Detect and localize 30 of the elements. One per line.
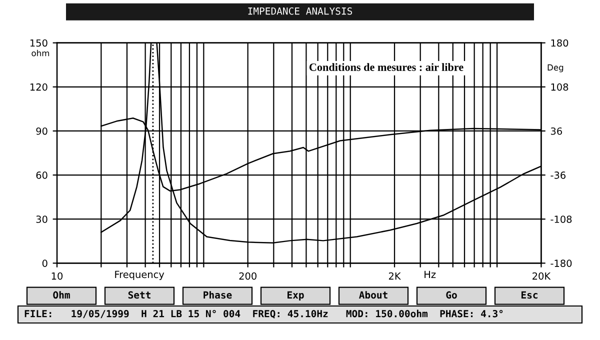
y-tick-label: 60 (36, 172, 48, 179)
x-tick-label: 20K (532, 272, 551, 280)
y2-tick-label: 108 (551, 83, 568, 91)
text: FILE: 19/05/1999 H 21 LB 15 N° 004 FREQ: 45.10Hz MOD: 150.00ohm PHASE: 4.3° (24, 310, 503, 319)
y2-tick-label: 180 (551, 39, 568, 47)
y2-tick-label: 36 (550, 127, 562, 135)
x-tick-label: 200 (239, 272, 256, 280)
y2-tick-label: -108 (550, 216, 572, 223)
x-tick-label: 2K (388, 272, 402, 280)
annotation: Conditions de mesures : air libre (309, 63, 464, 72)
y-axis-title: ohm (32, 50, 50, 56)
text: Exp (288, 291, 304, 301)
text: Hz (424, 270, 436, 278)
chart-title: IMPEDANCE ANALYSIS (248, 7, 352, 15)
text: Esc (522, 291, 538, 299)
y2-tick-label: -36 (550, 172, 566, 179)
y-tick-label: 0 (42, 260, 48, 267)
y-tick-label: 150 (30, 39, 48, 47)
y2-tick-label: -180 (550, 260, 572, 267)
text: Sett (128, 291, 150, 299)
text: Go (446, 291, 457, 299)
y2-axis-title: Deg (548, 64, 564, 72)
text: About (359, 291, 388, 299)
y-tick-label: 30 (36, 216, 48, 223)
text: Ohm (53, 291, 70, 299)
y-tick-label: 90 (36, 127, 48, 135)
x-tick-label: 10 (52, 272, 63, 280)
x-axis-title: Frequency (115, 270, 164, 280)
y-tick-label: 120 (30, 83, 48, 91)
text: Phase (204, 291, 232, 299)
